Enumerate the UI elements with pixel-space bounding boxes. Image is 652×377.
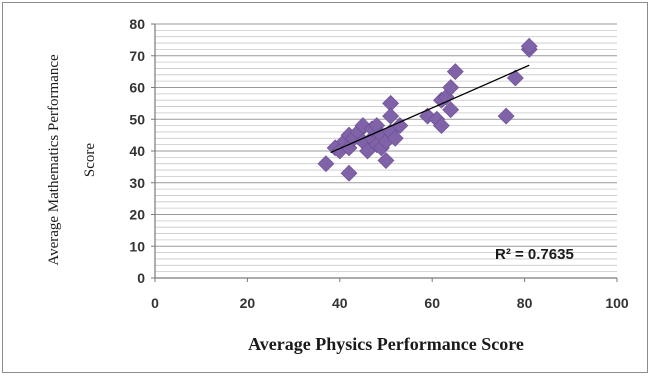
y-tick-label: 70 xyxy=(129,48,145,64)
y-tick-label: 60 xyxy=(129,80,145,96)
y-axis-title-line-2: Score xyxy=(82,143,98,177)
data-point xyxy=(506,69,524,87)
y-tick-label: 0 xyxy=(137,270,145,286)
r-squared-label: R² = 0.7635 xyxy=(495,246,574,263)
x-tick-label: 40 xyxy=(332,295,348,311)
trendline xyxy=(330,64,530,154)
data-point xyxy=(377,152,395,169)
x-tick-label: 0 xyxy=(151,295,159,311)
data-point xyxy=(446,63,464,81)
y-tick-labels: 0 10 20 30 40 50 60 70 80 xyxy=(129,16,155,286)
x-tick-label: 60 xyxy=(424,295,440,311)
y-axis-title-line-1: Average Mathematics Performance xyxy=(46,54,62,266)
y-tick-label: 20 xyxy=(129,207,145,223)
y-tick-label: 40 xyxy=(129,143,145,159)
data-point xyxy=(317,155,335,173)
y-tick-label: 30 xyxy=(129,175,145,191)
data-point xyxy=(391,117,409,135)
data-point xyxy=(520,37,538,55)
data-point xyxy=(497,107,515,125)
data-point xyxy=(442,101,460,119)
data-point xyxy=(433,117,450,135)
x-axis-title: Average Physics Performance Score xyxy=(248,334,524,354)
y-tick-label: 10 xyxy=(129,238,145,254)
chart-frame xyxy=(2,2,648,373)
x-tick-labels: 0 20 40 60 80 100 xyxy=(151,278,629,311)
x-tick-label: 100 xyxy=(605,295,629,311)
data-point xyxy=(442,79,460,96)
y-tick-label: 80 xyxy=(129,16,145,32)
x-tick-label: 80 xyxy=(517,295,533,311)
y-axis-title: Average Mathematics Performance Score xyxy=(46,54,98,266)
data-point xyxy=(386,129,404,147)
data-point xyxy=(340,164,358,182)
y-tick-label: 50 xyxy=(129,111,145,127)
x-tick-label: 20 xyxy=(240,295,256,311)
